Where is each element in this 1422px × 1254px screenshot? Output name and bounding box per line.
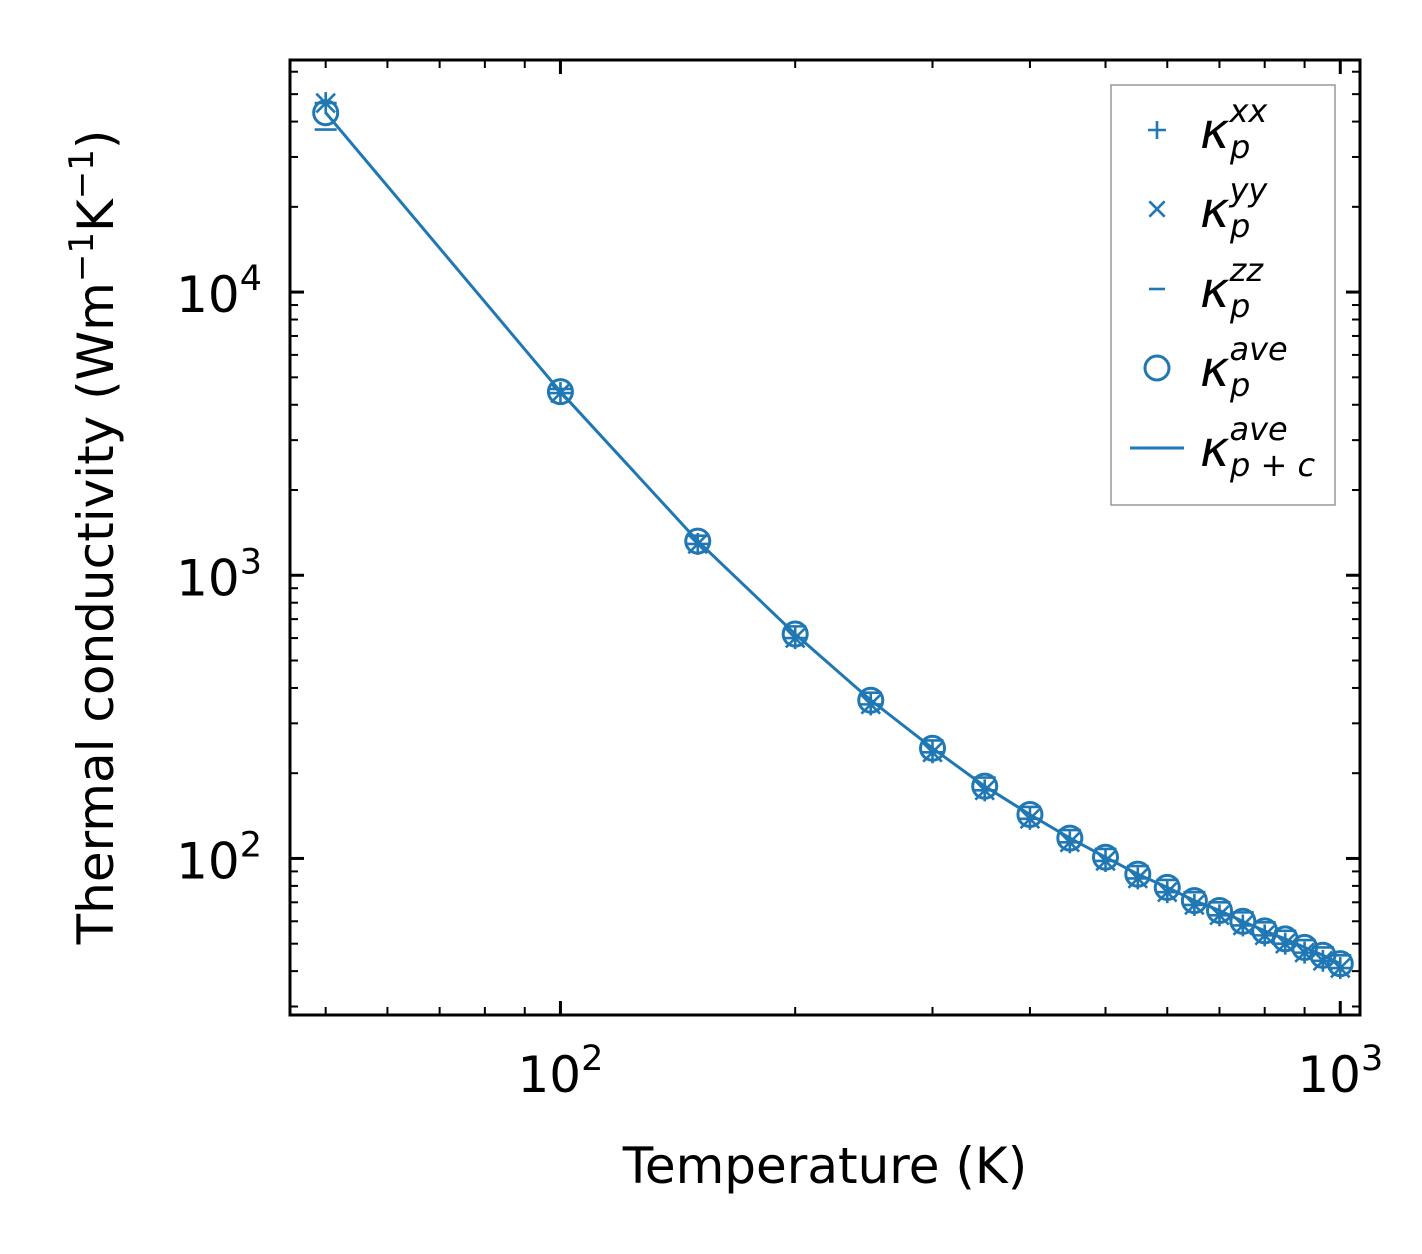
point-kappa_p_ave (1291, 933, 1319, 961)
point-kappa_p_ave (684, 527, 712, 555)
legend-kappa: κ (1200, 102, 1230, 160)
plot-frame (288, 58, 1362, 1017)
x-tick-label-base: 10 (517, 1046, 581, 1104)
point-kappa_p_ave (1056, 824, 1084, 852)
legend-x-marker (1148, 200, 1166, 218)
x-tick-label-base: 10 (1297, 1046, 1361, 1104)
point-kappa_p_ave (1092, 843, 1120, 871)
legend-superscript: yy (1228, 171, 1268, 209)
point-kappa_p_ave (1326, 950, 1354, 978)
major-ticks (290, 60, 1360, 1015)
point-kappa_p_yy (315, 92, 336, 114)
legend-superscript: zz (1228, 251, 1264, 289)
x-tick-label-exp: 3 (1361, 1039, 1383, 1079)
legend-subscript: p (1229, 366, 1250, 404)
y-tick-label-base: 10 (176, 549, 240, 607)
point-kappa_p_ave (971, 772, 999, 800)
point-kappa_p_ave (1180, 887, 1208, 915)
legend-kappa: κ (1200, 420, 1230, 478)
y-tick-label-exp: 4 (240, 259, 262, 299)
y-tick-label: 102 (176, 825, 262, 890)
legend-entry: κzz p (1149, 251, 1264, 325)
point-kappa_p_ave (919, 734, 947, 762)
legend-subscript: p (1229, 207, 1250, 245)
legend-x-marker-b (1148, 200, 1166, 218)
x-tick-label-exp: 2 (581, 1039, 603, 1079)
point-kappa_p_ave (312, 99, 340, 127)
point-kappa_p_ave (1124, 860, 1152, 888)
point-kappa_p_ave (781, 620, 809, 648)
legend-label: κxx p (1200, 92, 1268, 166)
y-axis-label-sup1: −1 (62, 232, 102, 282)
legend-subscript: p (1229, 128, 1250, 166)
y-tick-label-base: 10 (176, 832, 240, 890)
point-kappa_p_ave (1153, 873, 1181, 901)
legend-superscript: xx (1228, 92, 1268, 130)
legend-circle-marker (1143, 354, 1171, 382)
y-tick-label: 103 (176, 542, 262, 607)
series-layer (312, 92, 1354, 980)
y-axis-label-end: ) (67, 130, 125, 150)
legend-plus-marker (1148, 121, 1166, 139)
legend-superscript: ave (1229, 410, 1287, 448)
point-kappa_p_ave (1205, 896, 1233, 924)
y-tick-label-base: 10 (176, 266, 240, 324)
y-axis-label-k: K (67, 198, 125, 232)
legend-subscript: p + c (1229, 446, 1315, 484)
legend-entry: κave p + c (1130, 410, 1315, 484)
legend-kappa: κ (1200, 181, 1230, 239)
x-tick-label: 103 (1297, 1039, 1383, 1104)
legend-kappa: κ (1200, 261, 1230, 319)
legend-entry: κave p (1143, 330, 1288, 404)
point-kappa_p_ave (1016, 800, 1044, 828)
legend-kappa: κ (1200, 340, 1230, 398)
legend-superscript: ave (1229, 330, 1287, 368)
point-kappa_p_yy (550, 382, 571, 404)
y-axis-label-sup2: −1 (62, 149, 102, 199)
point-kappa_p_yy-b (550, 382, 571, 404)
point-kappa_p_ave (1309, 941, 1337, 969)
series-line-kappa_p+c_ave (324, 111, 1341, 966)
point-kappa_p_ave (1229, 907, 1257, 935)
legend-label: κyy p (1200, 171, 1268, 245)
y-tick-label: 104 (176, 259, 262, 324)
legend-label: κzz p (1200, 251, 1264, 325)
x-axis-label: Temperature (K) (622, 1137, 1027, 1195)
point-kappa_p_ave (857, 686, 885, 714)
legend-subscript: p (1229, 287, 1250, 325)
legend-entry: κxx p (1148, 92, 1268, 166)
point-kappa_p_ave (546, 378, 574, 406)
y-tick-label-exp: 3 (240, 542, 262, 582)
x-tick-label: 102 (517, 1039, 603, 1104)
y-axis-label: Thermal conductivity (Wm−1K−1) (62, 130, 125, 946)
legend-entry: κyy p (1148, 171, 1268, 245)
y-axis-label-main: Thermal conductivity (Wm (67, 282, 125, 945)
legend-label: κave p + c (1200, 410, 1315, 484)
legend-frame (1110, 84, 1336, 506)
y-tick-label-exp: 2 (240, 825, 262, 865)
legend-label: κave p (1200, 330, 1288, 404)
point-kappa_p_yy-b (315, 92, 336, 114)
